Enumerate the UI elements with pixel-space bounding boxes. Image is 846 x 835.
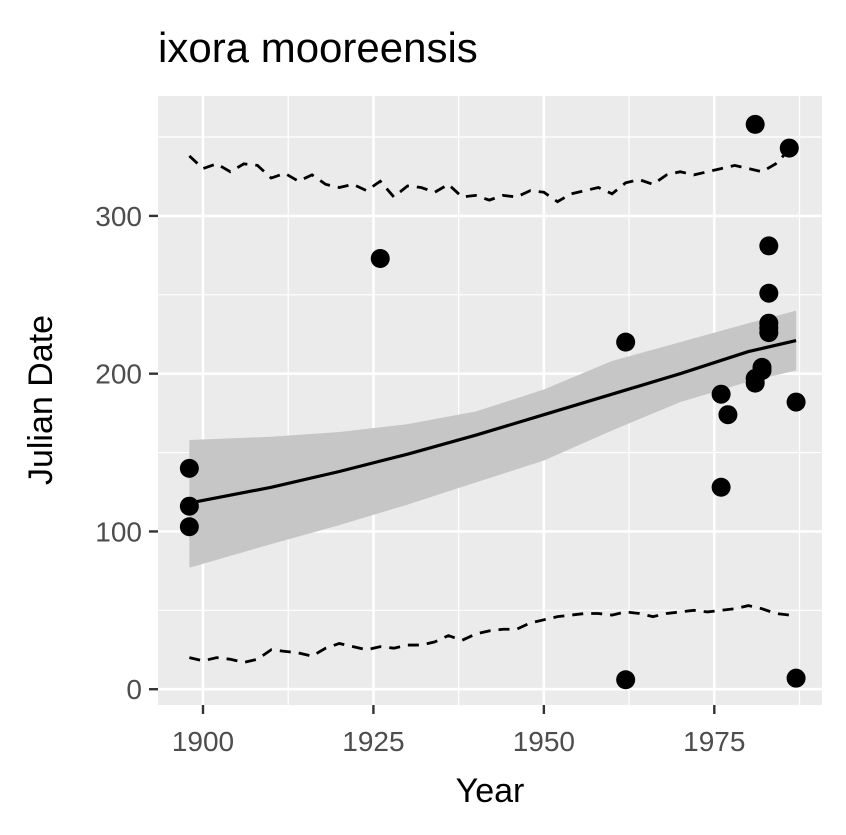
dashed-lines-layer	[188, 148, 791, 664]
x-tick-label: 1925	[342, 726, 404, 757]
confidence-band	[189, 310, 797, 568]
data-point	[711, 384, 731, 404]
x-axis-title: Year	[456, 772, 525, 810]
data-point	[786, 668, 806, 688]
data-point	[179, 458, 199, 478]
x-axis: 1900 1925 1950 1975	[172, 705, 745, 757]
y-axis: 0 100 200 300	[95, 201, 158, 705]
y-axis-title: Julian Date	[22, 315, 60, 485]
fit-line	[189, 338, 797, 505]
data-point	[718, 405, 738, 425]
data-point	[759, 323, 779, 343]
data-point	[370, 249, 390, 269]
data-point	[745, 114, 765, 134]
y-tick-label: 0	[126, 674, 142, 705]
points-layer	[179, 114, 806, 690]
x-tick-label: 1950	[513, 726, 575, 757]
data-point	[179, 496, 199, 516]
data-point	[616, 332, 636, 352]
data-point	[752, 357, 772, 377]
y-tick-label: 300	[95, 201, 142, 232]
confidence-band-layer	[189, 310, 797, 568]
lower-dashed-line	[189, 604, 790, 664]
data-point	[759, 283, 779, 303]
data-point	[179, 517, 199, 537]
x-tick-label: 1900	[172, 726, 234, 757]
data-point	[711, 477, 731, 497]
data-point	[759, 236, 779, 256]
data-point	[779, 138, 799, 158]
data-point	[616, 670, 636, 690]
data-point	[786, 392, 806, 412]
upper-dashed-line	[188, 148, 791, 204]
chart-title: ixora mooreensis	[158, 24, 478, 71]
x-tick-label: 1975	[683, 726, 745, 757]
fit-line-layer	[189, 338, 797, 505]
plot-panel	[158, 96, 822, 705]
y-tick-label: 100	[95, 516, 142, 547]
y-tick-label: 200	[95, 359, 142, 390]
